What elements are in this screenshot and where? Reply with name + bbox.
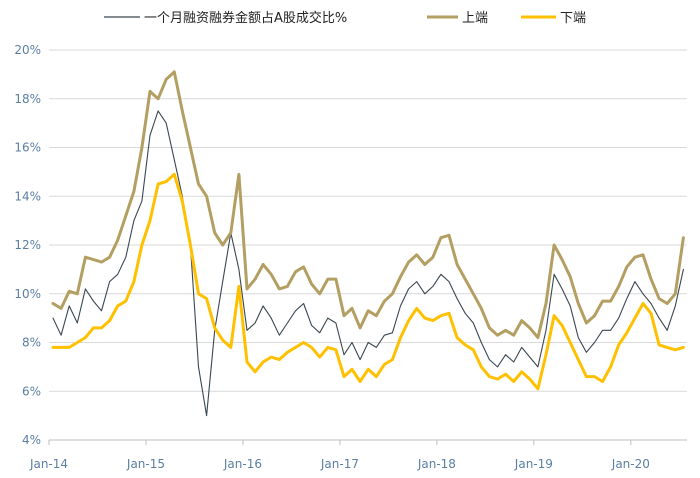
series-upper-line bbox=[51, 70, 685, 340]
series-layer bbox=[51, 70, 685, 417]
axes: 4% 6% 8% 10% 12% 14% 16% 18% 20% Jan-14 Jan-15 Jan-… bbox=[14, 43, 687, 471]
gridlines bbox=[49, 49, 687, 392]
legend-item-lower: 下端 bbox=[521, 11, 586, 26]
series-lower-line bbox=[51, 172, 685, 391]
legend-item-ratio: 一个月融资融券金额占A股成交比% bbox=[104, 10, 347, 26]
y-tick-label: 14% bbox=[14, 189, 41, 203]
y-tick-label: 20% bbox=[14, 43, 41, 57]
y-tick-label: 18% bbox=[14, 92, 41, 106]
x-tick-label: Jan-15 bbox=[126, 457, 165, 471]
y-tick-label: 12% bbox=[14, 238, 41, 252]
x-tick-label: Jan-18 bbox=[417, 457, 456, 471]
x-tick-label: Jan-14 bbox=[29, 457, 68, 471]
x-tick-label: Jan-16 bbox=[223, 457, 262, 471]
legend-label-upper: 上端 bbox=[462, 11, 488, 26]
x-tick-label: Jan-17 bbox=[320, 457, 359, 471]
legend-item-upper: 上端 bbox=[427, 11, 488, 26]
y-tick-label: 16% bbox=[14, 141, 41, 155]
y-tick-label: 4% bbox=[22, 433, 41, 447]
x-tick-label: Jan-20 bbox=[611, 457, 650, 471]
y-tick-label: 10% bbox=[14, 287, 41, 301]
y-tick-label: 8% bbox=[22, 336, 41, 350]
legend-label-lower: 下端 bbox=[560, 11, 586, 26]
x-tick-label: Jan-19 bbox=[514, 457, 553, 471]
legend-label-ratio: 一个月融资融券金额占A股成交比% bbox=[144, 10, 347, 26]
legend: 一个月融资融券金额占A股成交比% 上端 下端 bbox=[104, 10, 586, 26]
y-tick-label: 6% bbox=[22, 384, 41, 398]
series-ratio-line bbox=[52, 110, 684, 417]
